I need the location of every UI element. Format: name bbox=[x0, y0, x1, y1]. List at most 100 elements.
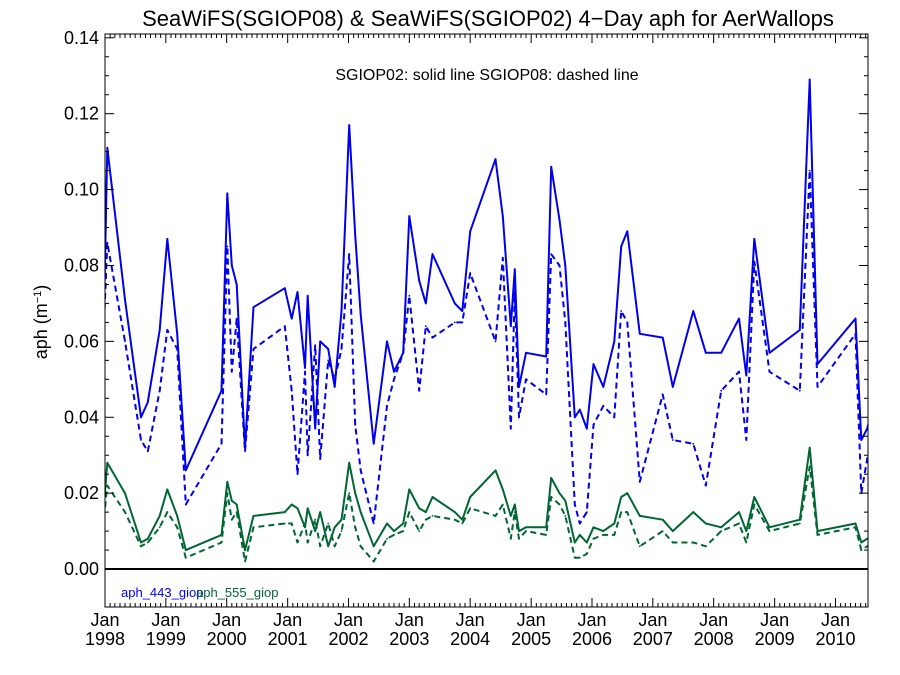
data-point-aph_555_giop-sgiop08-40 bbox=[501, 503, 504, 506]
x-tick-label-year-11: 2009 bbox=[755, 629, 795, 649]
data-point-aph_443_giop-sgiop02-18 bbox=[304, 367, 306, 369]
data-point-aph_443_giop-sgiop08-28 bbox=[372, 522, 375, 525]
data-point-aph_555_giop-sgiop02-49 bbox=[573, 541, 576, 544]
data-point-aph_443_giop-sgiop08-56 bbox=[626, 321, 629, 324]
data-point-aph_555_giop-sgiop02-19 bbox=[306, 507, 309, 510]
data-point-aph_555_giop-sgiop08-71 bbox=[860, 549, 863, 551]
data-point-aph_555_giop-sgiop08-67 bbox=[798, 522, 801, 525]
x-tick-label-month-0: Jan bbox=[90, 610, 119, 630]
data-point-aph_555_giop-sgiop02-60 bbox=[692, 511, 695, 513]
data-point-aph_443_giop-sgiop08-40 bbox=[501, 257, 504, 259]
data-point-aph_555_giop-sgiop08-0 bbox=[102, 526, 104, 528]
data-point-aph_555_giop-sgiop08-59 bbox=[671, 541, 674, 544]
data-point-aph_443_giop-sgiop02-52 bbox=[592, 363, 595, 365]
data-point-aph_555_giop-sgiop08-61 bbox=[704, 545, 707, 548]
data-point-aph_443_giop-sgiop08-34 bbox=[424, 325, 427, 328]
y-tick-label-2: 0.04 bbox=[64, 407, 99, 427]
series-group bbox=[102, 78, 868, 563]
data-point-aph_555_giop-sgiop08-2 bbox=[124, 511, 126, 513]
data-point-aph_443_giop-sgiop08-65 bbox=[753, 260, 756, 263]
data-point-aph_555_giop-sgiop08-4 bbox=[146, 541, 149, 544]
data-point-aph_555_giop-sgiop02-1 bbox=[106, 461, 109, 464]
y-tick-label-7: 0.14 bbox=[64, 28, 99, 48]
y-tick-label-5: 0.10 bbox=[64, 180, 99, 200]
data-point-aph_555_giop-sgiop02-43 bbox=[518, 530, 520, 532]
data-point-aph_443_giop-sgiop02-46 bbox=[550, 165, 553, 168]
data-point-aph_555_giop-sgiop08-56 bbox=[626, 511, 629, 513]
y-axis-label-exponent: −1 bbox=[32, 291, 44, 304]
data-point-aph_443_giop-sgiop08-68 bbox=[808, 169, 811, 172]
data-point-aph_555_giop-sgiop08-26 bbox=[354, 526, 357, 529]
data-point-aph_443_giop-sgiop02-65 bbox=[753, 238, 756, 240]
data-point-aph_443_giop-sgiop08-9 bbox=[220, 442, 223, 445]
data-point-aph_443_giop-sgiop08-33 bbox=[418, 389, 421, 392]
data-point-aph_443_giop-sgiop08-45 bbox=[545, 393, 548, 396]
data-point-aph_443_giop-sgiop08-8 bbox=[184, 503, 187, 506]
data-point-aph_555_giop-sgiop02-57 bbox=[638, 515, 641, 517]
data-point-aph_555_giop-sgiop08-60 bbox=[692, 541, 695, 544]
data-point-aph_443_giop-sgiop02-71 bbox=[860, 439, 863, 441]
data-point-aph_555_giop-sgiop08-31 bbox=[402, 530, 405, 532]
data-point-aph_443_giop-sgiop08-23 bbox=[333, 378, 336, 381]
data-point-aph_555_giop-sgiop02-26 bbox=[354, 492, 357, 495]
data-point-aph_443_giop-sgiop02-12 bbox=[235, 283, 238, 286]
data-point-aph_555_giop-sgiop02-52 bbox=[592, 526, 595, 529]
data-point-aph_443_giop-sgiop02-66 bbox=[768, 351, 771, 354]
data-point-aph_443_giop-sgiop08-16 bbox=[290, 389, 293, 392]
data-point-aph_555_giop-sgiop02-17 bbox=[296, 507, 299, 510]
data-point-aph_555_giop-sgiop08-57 bbox=[638, 545, 641, 548]
data-point-aph_443_giop-sgiop02-61 bbox=[704, 351, 707, 354]
x-tick-label-year-3: 2001 bbox=[268, 629, 308, 649]
data-point-aph_443_giop-sgiop08-25 bbox=[348, 253, 351, 256]
line-style-annotation: SGIOP02: solid line SGIOP08: dashed line bbox=[335, 67, 638, 84]
data-point-aph_555_giop-sgiop02-36 bbox=[453, 511, 456, 513]
data-point-aph_555_giop-sgiop02-68 bbox=[808, 446, 811, 449]
data-point-aph_555_giop-sgiop08-36 bbox=[453, 518, 456, 521]
data-point-aph_555_giop-sgiop02-42 bbox=[513, 503, 516, 506]
data-point-aph_443_giop-sgiop08-31 bbox=[402, 351, 405, 354]
data-point-aph_555_giop-sgiop02-16 bbox=[290, 503, 293, 506]
data-point-aph_555_giop-sgiop02-14 bbox=[252, 515, 255, 517]
x-tick-label-year-2: 2000 bbox=[207, 629, 247, 649]
data-point-aph_443_giop-sgiop02-3 bbox=[140, 416, 142, 419]
data-point-aph_555_giop-sgiop02-12 bbox=[235, 503, 238, 506]
data-point-aph_555_giop-sgiop08-62 bbox=[720, 530, 723, 532]
data-point-aph_555_giop-sgiop08-21 bbox=[319, 545, 322, 548]
plot-frame bbox=[104, 33, 869, 608]
data-point-aph_443_giop-sgiop08-24 bbox=[340, 348, 343, 350]
x-tick-label-year-10: 2008 bbox=[694, 629, 734, 649]
series-line-aph_443_giop-sgiop08 bbox=[105, 169, 868, 525]
data-point-aph_443_giop-sgiop02-24 bbox=[340, 310, 343, 312]
data-point-aph_443_giop-sgiop08-43 bbox=[518, 416, 520, 419]
data-point-aph_443_giop-sgiop02-32 bbox=[408, 215, 411, 218]
plot-area bbox=[102, 78, 868, 571]
data-point-aph_443_giop-sgiop02-49 bbox=[573, 416, 576, 419]
data-point-aph_555_giop-sgiop08-34 bbox=[424, 518, 427, 521]
x-tick-label-year-9: 2007 bbox=[633, 629, 673, 649]
data-point-aph_555_giop-sgiop02-64 bbox=[745, 530, 748, 532]
data-point-aph_555_giop-sgiop08-25 bbox=[348, 492, 351, 495]
data-point-aph_443_giop-sgiop02-37 bbox=[461, 310, 464, 312]
data-point-aph_443_giop-sgiop08-10 bbox=[226, 245, 229, 248]
data-point-aph_443_giop-sgiop02-51 bbox=[585, 427, 588, 430]
x-tick-label-year-0: 1998 bbox=[85, 629, 125, 649]
data-point-aph_443_giop-sgiop08-26 bbox=[354, 424, 357, 426]
data-point-aph_443_giop-sgiop02-19 bbox=[306, 294, 309, 297]
axes: 0.000.020.040.060.080.100.120.14Jan1998J… bbox=[64, 28, 869, 649]
x-tick-label-year-1: 1999 bbox=[146, 629, 186, 649]
data-point-aph_555_giop-sgiop02-51 bbox=[585, 541, 588, 544]
data-point-aph_555_giop-sgiop02-6 bbox=[166, 488, 169, 491]
data-point-aph_555_giop-sgiop02-41 bbox=[509, 515, 512, 517]
y-tick-label-1: 0.02 bbox=[64, 483, 99, 503]
data-point-aph_443_giop-sgiop08-29 bbox=[386, 405, 388, 407]
data-point-aph_555_giop-sgiop08-28 bbox=[372, 560, 375, 563]
data-point-aph_555_giop-sgiop02-21 bbox=[319, 511, 322, 513]
y-axis-label-main: aph (m bbox=[31, 303, 51, 359]
data-point-aph_555_giop-sgiop08-37 bbox=[461, 522, 464, 525]
data-point-aph_555_giop-sgiop08-18 bbox=[304, 522, 306, 525]
data-point-aph_443_giop-sgiop08-4 bbox=[146, 450, 149, 453]
data-point-aph_555_giop-sgiop02-3 bbox=[140, 541, 142, 544]
data-point-aph_555_giop-sgiop02-55 bbox=[620, 496, 623, 498]
legend-entry-aph_443_giop: aph_443_giop bbox=[121, 585, 203, 600]
